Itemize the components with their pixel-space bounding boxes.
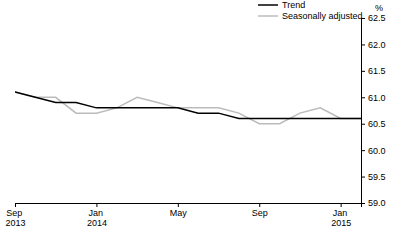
y-tick-label: 61.5 xyxy=(368,66,386,76)
x-tick: Jan 2015 xyxy=(331,203,351,227)
y-tick-mark xyxy=(361,124,365,125)
y-tick-mark xyxy=(361,177,365,178)
y-tick: 59.0 xyxy=(361,198,386,208)
x-tick: May xyxy=(170,203,188,218)
x-axis-line xyxy=(16,204,362,208)
series-line xyxy=(15,92,361,124)
lines xyxy=(15,92,361,124)
y-tick-mark xyxy=(361,150,365,151)
chart: Sep 2013 Jan 2014 May Sep Jan 2015 59.0 59.5 60… xyxy=(0,0,397,227)
x-tick-mark xyxy=(259,203,260,207)
y-tick: 59.5 xyxy=(361,172,386,182)
x-tick-label: Sep xyxy=(252,208,268,218)
y-axis-label: % xyxy=(375,3,383,13)
x-axis: Sep 2013 Jan 2014 May Sep Jan 2015 xyxy=(5,203,361,227)
y-tick-label: 60.5 xyxy=(368,119,386,129)
y-axis-line xyxy=(362,19,366,204)
x-tick-mark xyxy=(15,203,16,207)
y-tick-label: 59.0 xyxy=(368,198,386,208)
x-tick-mark xyxy=(178,203,179,207)
series-line xyxy=(15,92,361,118)
x-tick-mark xyxy=(96,203,97,207)
legend-label: Trend xyxy=(282,0,305,10)
legend-swatch xyxy=(258,15,278,17)
y-tick: 62.5 xyxy=(361,13,386,23)
y-tick: 60.5 xyxy=(361,119,386,129)
x-tick-label: Sep 2013 xyxy=(5,208,25,227)
y-tick: 61.5 xyxy=(361,66,386,76)
y-tick-mark xyxy=(361,44,365,45)
x-tick-label: May xyxy=(170,208,188,218)
y-tick: 62.0 xyxy=(361,40,386,50)
legend: TrendSeasonally adjusted xyxy=(258,0,363,21)
y-tick-label: 59.5 xyxy=(368,172,386,182)
legend-swatch xyxy=(258,4,278,6)
x-tick-mark xyxy=(341,203,342,207)
y-tick-mark xyxy=(361,203,365,204)
y-tick-mark xyxy=(361,71,365,72)
y-axis: 59.0 59.5 60.0 60.5 61.0 61.5 62.0 62.5 xyxy=(361,13,386,208)
x-tick-label: Jan 2015 xyxy=(331,208,351,227)
x-tick: Sep 2013 xyxy=(5,203,25,227)
x-tick-label: Jan 2014 xyxy=(87,208,107,227)
y-tick-label: 62.0 xyxy=(368,40,386,50)
y-tick-label: 60.0 xyxy=(368,146,386,156)
legend-label: Seasonally adjusted xyxy=(282,11,363,21)
y-tick-mark xyxy=(361,97,365,98)
x-tick: Sep xyxy=(252,203,268,218)
y-tick-label: 62.5 xyxy=(368,13,386,23)
x-tick: Jan 2014 xyxy=(87,203,107,227)
y-tick-label: 61.0 xyxy=(368,93,386,103)
y-tick: 61.0 xyxy=(361,93,386,103)
y-tick: 60.0 xyxy=(361,146,386,156)
